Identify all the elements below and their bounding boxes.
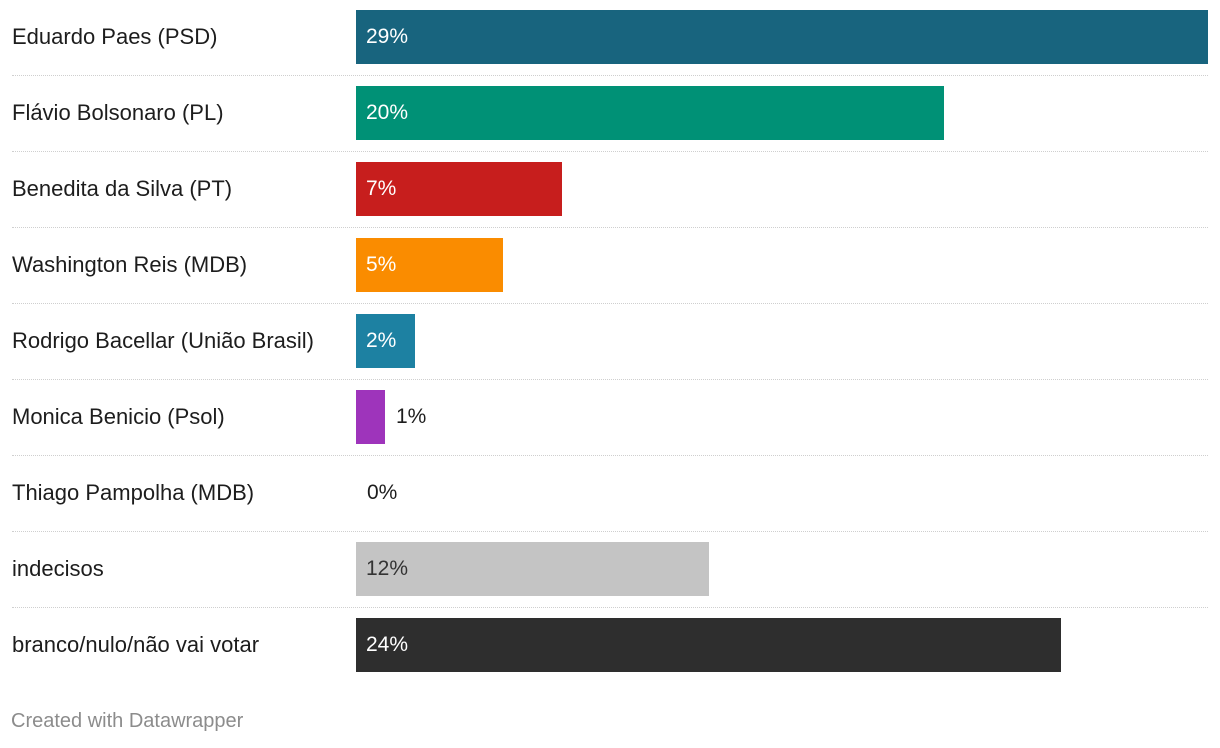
bar [356, 618, 1061, 672]
bar-row: indecisos 12% [12, 542, 1208, 618]
bar-row: branco/nulo/não vai votar 24% [12, 618, 1208, 694]
bar-row: Washington Reis (MDB) 5% [12, 238, 1208, 314]
row-separator [12, 303, 1208, 304]
bar [356, 238, 503, 292]
bar [356, 314, 415, 368]
category-label: Eduardo Paes (PSD) [12, 24, 218, 49]
value-label: 7% [366, 177, 397, 200]
category-label: Thiago Pampolha (MDB) [12, 480, 255, 505]
row-separator [12, 531, 1208, 532]
bar-row: Thiago Pampolha (MDB) 0% [12, 466, 1208, 542]
bar-chart: Eduardo Paes (PSD) 29% Flávio Bolsonaro (P… [12, 10, 1208, 694]
bar-row: Flávio Bolsonaro (PL) 20% [12, 86, 1208, 162]
row-separator [12, 379, 1208, 380]
value-label: 0% [367, 481, 398, 504]
bar [356, 162, 562, 216]
category-label: Flávio Bolsonaro (PL) [12, 100, 224, 125]
category-label: Rodrigo Bacellar (União Brasil) [12, 328, 315, 353]
bar [356, 86, 944, 140]
bar-row: Rodrigo Bacellar (União Brasil) 2% [12, 314, 1208, 390]
value-label: 29% [366, 25, 409, 48]
value-label: 2% [366, 329, 397, 352]
row-separator [12, 227, 1208, 228]
bar-row: Monica Benicio (Psol) 1% [12, 390, 1208, 466]
bar [356, 542, 709, 596]
bar [356, 390, 385, 444]
value-label: 20% [366, 101, 409, 124]
value-label: 5% [366, 253, 397, 276]
bar-row: Eduardo Paes (PSD) 29% [12, 10, 1208, 86]
value-label: 24% [366, 633, 409, 656]
value-label: 1% [396, 405, 427, 428]
bar [356, 10, 1208, 64]
row-separator [12, 75, 1208, 76]
category-label: indecisos [12, 556, 104, 581]
row-separator [12, 607, 1208, 608]
category-label: branco/nulo/não vai votar [12, 632, 260, 657]
bar-row: Benedita da Silva (PT) 7% [12, 162, 1208, 238]
category-label: Benedita da Silva (PT) [12, 176, 233, 201]
value-label: 12% [366, 557, 409, 580]
row-separator [12, 455, 1208, 456]
datawrapper-credit: Created with Datawrapper [11, 710, 244, 732]
row-separator [12, 151, 1208, 152]
category-label: Monica Benicio (Psol) [12, 404, 225, 429]
category-label: Washington Reis (MDB) [12, 252, 248, 277]
